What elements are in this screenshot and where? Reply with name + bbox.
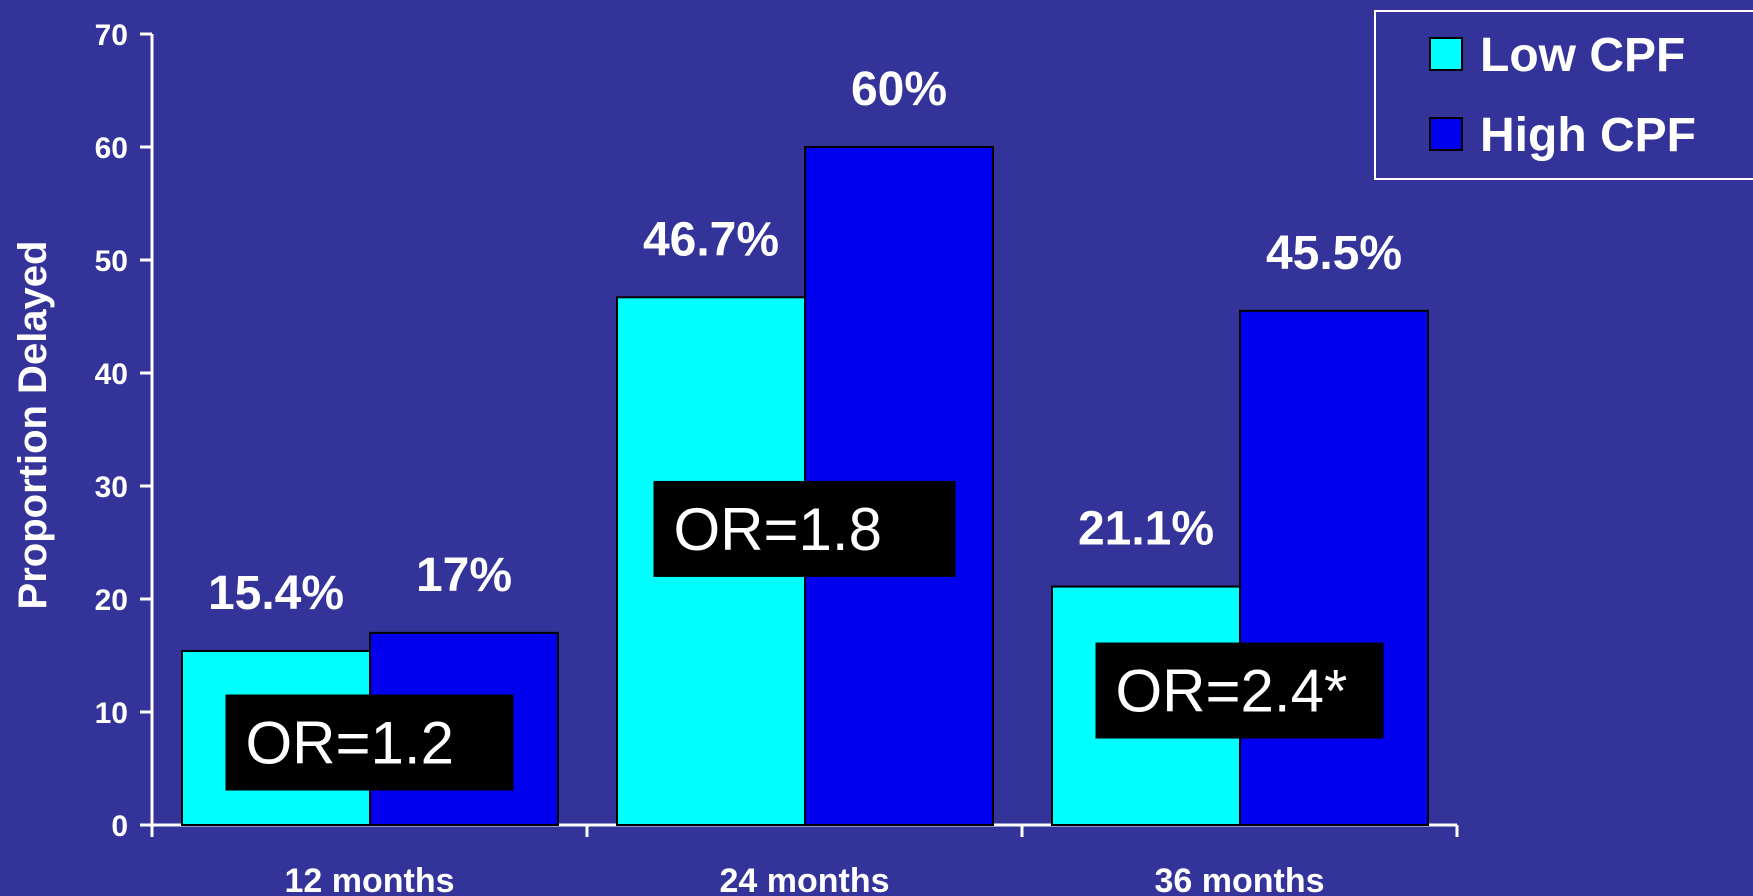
x-category-label: 12 months [284, 862, 454, 896]
y-tick-label: 30 [95, 471, 128, 504]
y-tick-label: 20 [95, 584, 128, 617]
y-axis-title: Proportion Delayed [11, 241, 55, 610]
y-tick-label: 0 [111, 810, 128, 843]
odds-ratio-label: OR=1.8 [674, 496, 882, 563]
odds-ratio-box [225, 694, 514, 791]
odds-ratio-box [1095, 642, 1384, 739]
y-tick-label: 10 [95, 697, 128, 730]
x-category-label: 36 months [1154, 862, 1324, 896]
y-axis: 0 10 20 30 40 50 60 70 [95, 19, 154, 843]
odds-ratio-label: OR=2.4* [1116, 658, 1348, 725]
data-label: 17% [416, 549, 512, 602]
annotations-group: OR=1.2 OR=1.8 OR=2.4* [225, 480, 1384, 791]
odds-ratio-label: OR=1.2 [246, 710, 454, 777]
bars-group [181, 146, 1429, 827]
data-label: 15.4% [208, 567, 344, 620]
data-label: 60% [851, 63, 947, 116]
data-label: 46.7% [643, 213, 779, 266]
data-labels-group: 15.4% 17% 46.7% 60% 21.1% 45.5% [208, 63, 1402, 620]
data-label: 45.5% [1266, 227, 1402, 280]
legend-swatch [1429, 117, 1463, 151]
y-tick-label: 40 [95, 358, 128, 391]
y-tick-label: 60 [95, 132, 128, 165]
legend-box [1374, 10, 1753, 180]
legend-swatch [1429, 37, 1463, 71]
data-label: 21.1% [1078, 503, 1214, 556]
legend: Low CPF High CPF [1374, 10, 1753, 180]
x-category-label: 24 months [719, 862, 889, 896]
odds-ratio-box [653, 480, 956, 577]
legend-label: Low CPF [1480, 29, 1685, 82]
x-axis: 12 months 24 months 36 months [150, 823, 1459, 896]
bar-high-cpf [1239, 309, 1429, 827]
y-tick-label: 50 [95, 245, 128, 278]
legend-label: High CPF [1480, 109, 1696, 162]
y-tick-label: 70 [95, 19, 128, 52]
